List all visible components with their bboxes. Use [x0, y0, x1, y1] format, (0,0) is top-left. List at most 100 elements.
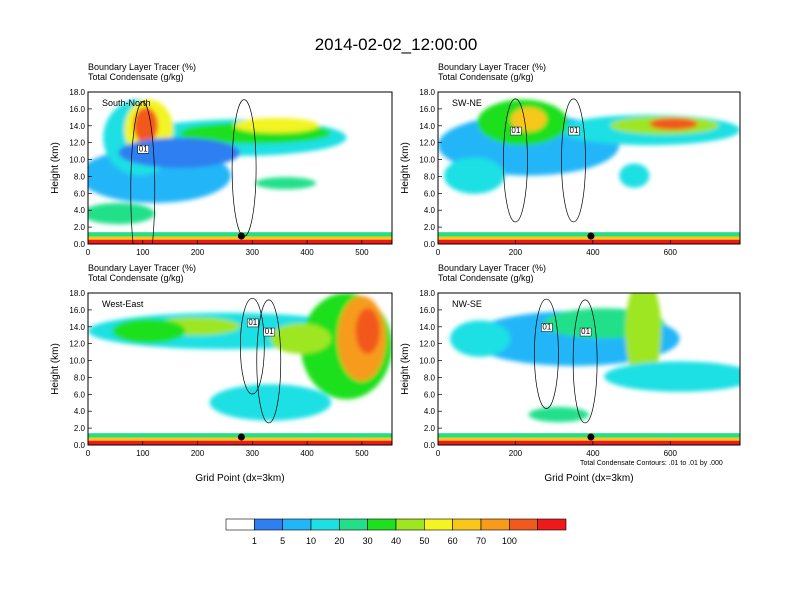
y-tick-label: 4.0: [424, 206, 436, 215]
y-tick-label: 4.0: [74, 407, 86, 416]
y-tick-label: 6.0: [424, 189, 436, 198]
contour-footnote: Total Condensate Contours: .01 to .01 by…: [580, 460, 723, 467]
colorbar-swatch: [339, 518, 368, 531]
field-label-tracer: Boundary Layer Tracer (%): [88, 62, 196, 72]
field-label-condensate: Total Condensate (g/kg): [438, 72, 534, 82]
y-tick-label: 14.0: [69, 122, 85, 131]
y-tick-label: 14.0: [419, 122, 435, 131]
x-tick-label: 600: [664, 248, 678, 257]
y-tick-label: 10.0: [69, 156, 85, 165]
y-tick-label: 2.0: [74, 424, 86, 433]
y-tick-label: 12.0: [69, 139, 85, 148]
tracer-field: [88, 293, 392, 445]
colorbar-label: 50: [419, 536, 429, 546]
y-tick-label: 2.0: [74, 223, 86, 232]
condensate-contour: [561, 98, 586, 223]
bl-band: [438, 440, 740, 445]
y-tick-label: 0.0: [424, 240, 436, 249]
colorbar-swatch: [254, 518, 283, 531]
colorbar-swatch: [225, 518, 255, 531]
y-tick-label: 0.0: [74, 441, 86, 450]
condensate-contour: [239, 297, 265, 395]
colorbar-swatch: [310, 518, 340, 531]
y-tick-label: 6.0: [424, 390, 436, 399]
colorbar-label: 1: [252, 536, 257, 546]
plot-frame: [437, 292, 741, 446]
y-tick-label: 12.0: [419, 139, 435, 148]
y-tick-label: 12.0: [419, 340, 435, 349]
x-tick-label: 100: [136, 449, 150, 458]
x-tick-label: 0: [436, 449, 441, 458]
x-tick-label: 400: [586, 248, 600, 257]
colorbar-label: 30: [363, 536, 373, 546]
condensate-contour: [503, 98, 528, 223]
condensate-contour: [130, 101, 156, 244]
y-tick-label: 16.0: [69, 105, 85, 114]
y-tick-label: 8.0: [74, 373, 86, 382]
y-tick-label: 18.0: [419, 289, 435, 298]
contour-label-box: [137, 145, 150, 154]
contour-label-box: [579, 327, 592, 337]
tracer-blob: [528, 407, 589, 423]
contour-label: 01: [265, 327, 274, 336]
location-marker: [237, 232, 245, 240]
y-tick-label: 6.0: [74, 189, 86, 198]
panel-direction-label: SW-NE: [452, 98, 482, 108]
tracer-blob: [355, 308, 380, 354]
field-label-tracer: Boundary Layer Tracer (%): [438, 263, 546, 273]
plot-frame: [87, 91, 393, 245]
chart-panel: Boundary Layer Tracer (%)Total Condensat…: [50, 62, 393, 257]
contour-label-box: [541, 323, 553, 332]
plot-frame: [437, 91, 741, 245]
x-tick-label: 300: [246, 449, 260, 458]
y-tick-label: 0.0: [74, 240, 86, 249]
y-axis-label: Height (km): [50, 343, 61, 395]
x-tick-label: 400: [300, 248, 314, 257]
bl-band: [88, 440, 392, 445]
tracer-blob: [233, 117, 320, 134]
location-marker: [237, 433, 245, 441]
colorbar-label: 20: [334, 536, 344, 546]
contour-label: 01: [581, 327, 590, 336]
colorbar: 1 5 10 20 30 40 50 60 70 100: [225, 518, 567, 546]
y-tick-label: 10.0: [69, 357, 85, 366]
x-tick-label: 200: [191, 248, 205, 257]
y-tick-label: 12.0: [69, 340, 85, 349]
location-marker: [587, 433, 595, 441]
condensate-contour: [572, 299, 598, 424]
x-tick-label: 600: [664, 449, 678, 458]
x-tick-label: 200: [509, 248, 523, 257]
tracer-shading: [88, 99, 347, 225]
y-tick-label: 10.0: [419, 357, 435, 366]
contour-label: 01: [542, 322, 551, 331]
y-tick-label: 4.0: [424, 407, 436, 416]
colorbar-swatch: [480, 518, 510, 531]
y-tick-label: 8.0: [424, 373, 436, 382]
tracer-shading: [88, 293, 392, 421]
field-label-condensate: Total Condensate (g/kg): [438, 273, 534, 283]
colorbar-swatch: [509, 518, 538, 531]
y-tick-label: 16.0: [419, 306, 435, 315]
panel-direction-label: South-North: [102, 98, 151, 108]
tracer-blob: [112, 318, 186, 344]
panel-direction-label: West-East: [102, 299, 144, 309]
colorbar-label: 60: [448, 536, 458, 546]
colorbar-swatch: [282, 518, 312, 531]
contour-label: 01: [511, 126, 520, 135]
y-tick-label: 0.0: [424, 441, 436, 450]
colorbar-label: 5: [280, 536, 285, 546]
y-tick-label: 14.0: [419, 323, 435, 332]
x-tick-label: 400: [300, 449, 314, 458]
x-tick-label: 200: [191, 449, 205, 458]
y-axis-label: Height (km): [400, 142, 411, 194]
y-tick-label: 16.0: [419, 105, 435, 114]
contour-label: 01: [139, 144, 148, 153]
tracer-blob: [649, 117, 698, 130]
colorbar-label: 40: [391, 536, 401, 546]
chart-panel: Boundary Layer Tracer (%)Total Condensat…: [50, 263, 393, 484]
x-axis-label: Grid Point (dx=3km): [195, 473, 284, 484]
x-tick-label: 400: [586, 449, 600, 458]
bl-band: [88, 239, 392, 244]
contour-label: 01: [570, 126, 579, 135]
contour-label-box: [510, 126, 522, 136]
